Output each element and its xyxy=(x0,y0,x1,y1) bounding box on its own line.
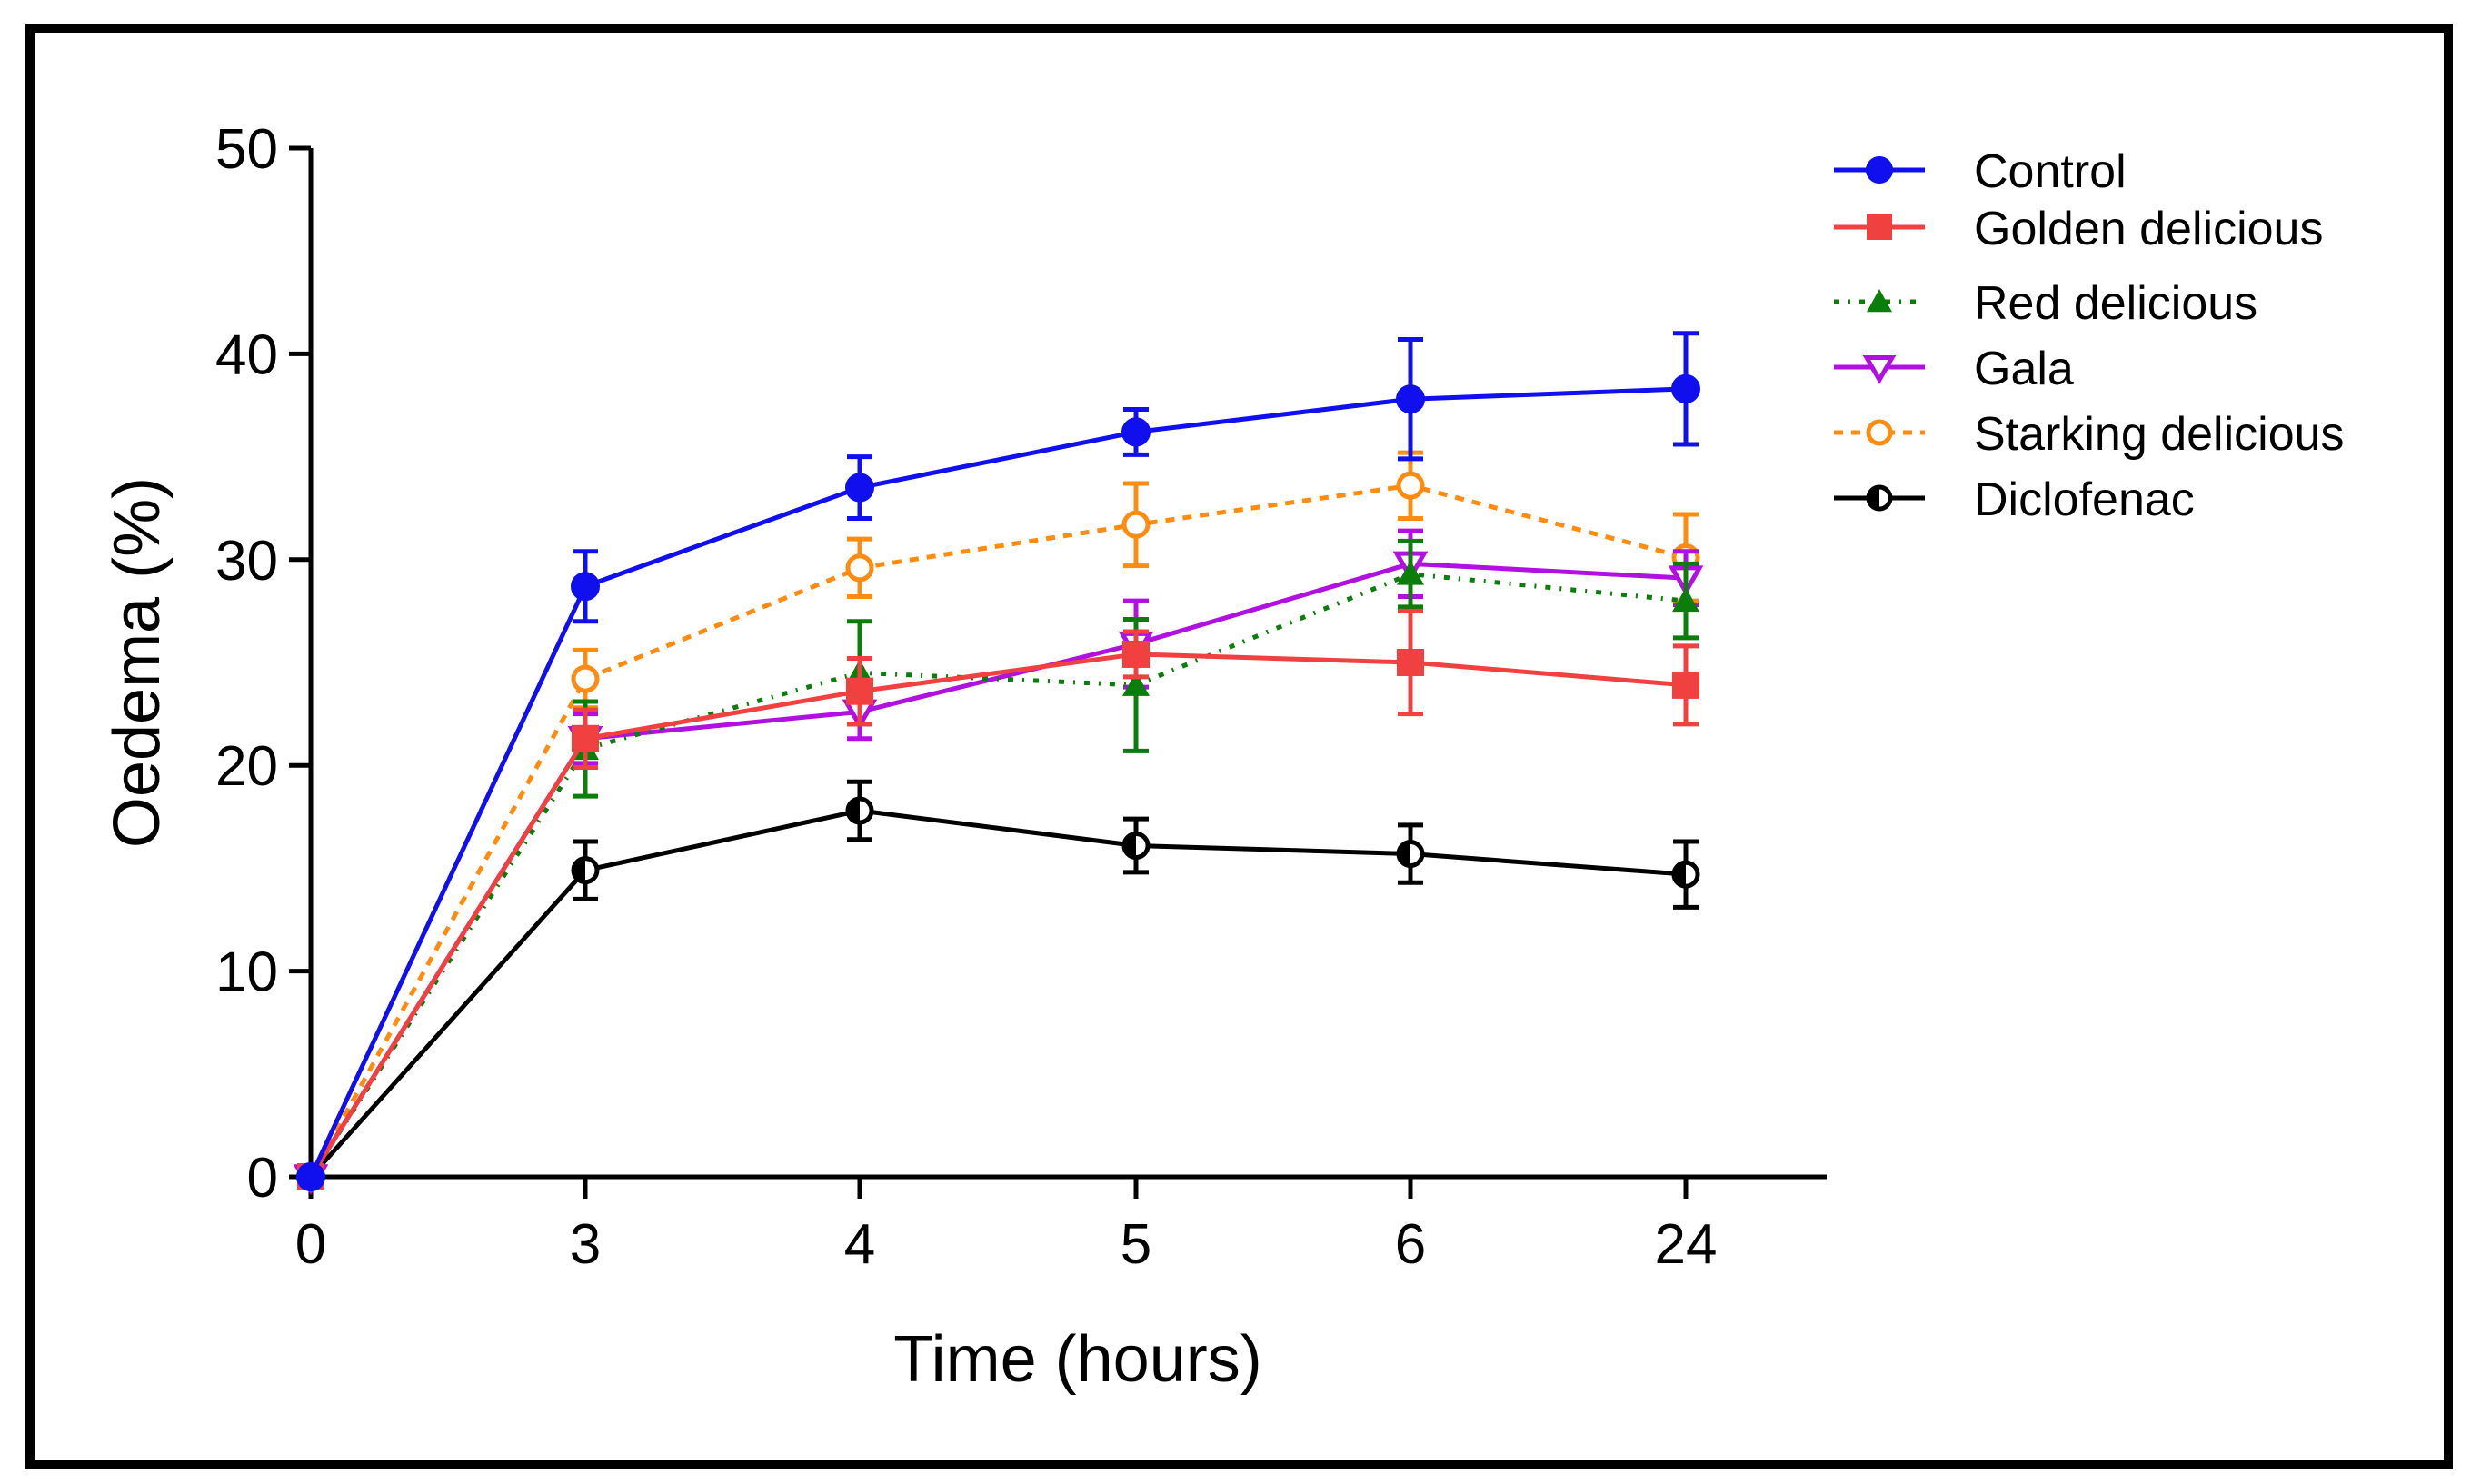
x-tick-label: 5 xyxy=(1121,1213,1151,1276)
legend-label: Control xyxy=(1974,145,2127,198)
y-tick-label: 0 xyxy=(247,1147,278,1210)
data-point xyxy=(571,664,600,693)
data-point-half xyxy=(1399,842,1410,866)
data-point xyxy=(1866,484,1893,512)
legend-label: Golden delicious xyxy=(1974,203,2323,255)
data-point xyxy=(572,724,599,752)
series-control xyxy=(296,331,1700,1191)
data-point xyxy=(571,572,600,602)
legend-label: Red delicious xyxy=(1974,277,2257,330)
chart-frame xyxy=(25,24,2453,1469)
series-golden-delicious xyxy=(297,608,1699,1190)
axes: 0 10 20 30 40 50 0 3 4 5 6 24 xyxy=(215,118,1827,1276)
data-point xyxy=(296,1162,325,1191)
data-point xyxy=(845,553,874,583)
x-tick-label: 0 xyxy=(295,1213,326,1276)
data-point xyxy=(845,796,874,825)
x-tick-label: 3 xyxy=(570,1213,601,1276)
data-point xyxy=(1396,384,1425,414)
series-starking-delicious xyxy=(296,450,1700,1191)
legend-item: Diclofenac xyxy=(1834,473,2195,526)
data-point xyxy=(845,473,874,503)
data-point xyxy=(1396,471,1425,500)
data-point xyxy=(1671,373,1700,403)
series-layer xyxy=(293,331,1704,1196)
data-point-half xyxy=(1674,862,1686,887)
legend-item: Gala xyxy=(1834,343,2074,395)
y-tick-label: 40 xyxy=(215,324,278,386)
y-tick-label: 10 xyxy=(215,941,278,1004)
data-point xyxy=(1866,419,1893,446)
data-point xyxy=(1396,840,1425,869)
data-point-half xyxy=(848,799,860,823)
data-point-half xyxy=(1868,487,1879,509)
data-point xyxy=(1867,214,1892,240)
series-line xyxy=(309,808,1687,1179)
data-point xyxy=(1671,860,1700,889)
data-point xyxy=(1867,289,1892,313)
x-axis-title: Time (hours) xyxy=(893,1323,1261,1396)
legend-item: Golden delicious xyxy=(1834,203,2323,255)
legend-item: Starking delicious xyxy=(1834,408,2345,461)
x-tick-label: 24 xyxy=(1655,1213,1718,1276)
data-point xyxy=(1866,156,1893,184)
series-line xyxy=(308,483,1687,1179)
series-line xyxy=(308,652,1687,1179)
series-diclofenac xyxy=(296,779,1700,1191)
y-tick-label: 30 xyxy=(215,530,278,593)
data-point xyxy=(1397,560,1424,585)
data-point xyxy=(1121,510,1151,539)
y-tick-label: 50 xyxy=(215,118,278,181)
legend-item: Control xyxy=(1834,145,2127,198)
legend-label: Starking delicious xyxy=(1974,408,2345,461)
data-point-half xyxy=(1124,833,1136,858)
data-point-half xyxy=(573,858,585,882)
series-line xyxy=(308,386,1687,1179)
data-point xyxy=(1122,671,1150,696)
y-tick-label: 20 xyxy=(215,735,278,798)
data-point xyxy=(846,677,873,705)
data-point xyxy=(571,856,600,885)
data-point xyxy=(1672,671,1699,699)
data-point xyxy=(1672,587,1699,613)
x-tick-label: 4 xyxy=(844,1213,875,1276)
data-point xyxy=(1122,640,1150,668)
series-line xyxy=(308,561,1687,1179)
legend-label: Diclofenac xyxy=(1974,473,2195,526)
data-point xyxy=(1862,355,1897,385)
y-axis-title: Oedema (%) xyxy=(101,477,174,848)
x-tick-label: 6 xyxy=(1395,1213,1426,1276)
legend-label: Gala xyxy=(1974,343,2074,395)
data-point xyxy=(1121,831,1151,860)
data-point xyxy=(1397,649,1424,676)
legend-item: Red delicious xyxy=(1834,277,2257,330)
series-line xyxy=(308,572,1687,1179)
data-point xyxy=(1121,417,1151,447)
